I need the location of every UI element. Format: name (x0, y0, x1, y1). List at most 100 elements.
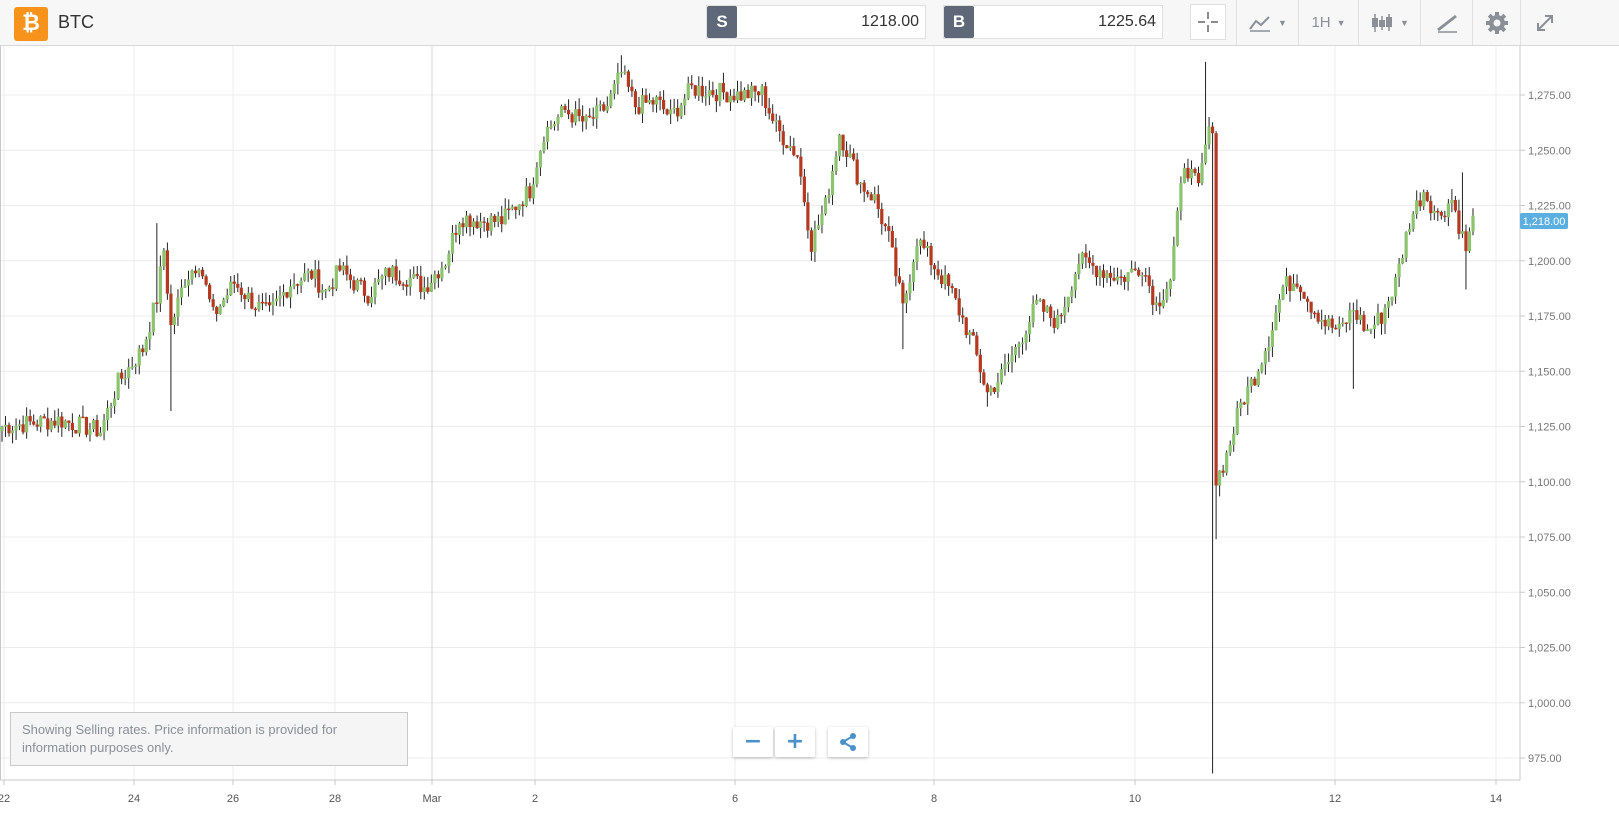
plus-icon: + (785, 729, 805, 754)
candle-body (619, 72, 623, 74)
candle-body (669, 109, 673, 115)
candle-body (1112, 277, 1116, 281)
candle-body (457, 223, 462, 235)
candle-body (844, 150, 849, 157)
candle-body (602, 104, 606, 111)
candle-body (862, 182, 866, 192)
candle-body (686, 83, 690, 99)
candle-body (49, 420, 53, 430)
candle-body (324, 289, 328, 292)
candle-body (577, 109, 581, 117)
candle-body (1439, 212, 1443, 216)
candle-body (1003, 364, 1007, 370)
expand-icon (1537, 14, 1553, 31)
candle-body (654, 96, 659, 105)
candle-body (394, 266, 398, 281)
candle-body (725, 92, 729, 103)
sell-rate-button[interactable]: S 1218.00 (706, 5, 926, 39)
candle-body (1006, 361, 1011, 365)
candle-body (1277, 299, 1282, 313)
candle-body (225, 295, 229, 300)
candle-body (158, 266, 162, 304)
share-button[interactable] (828, 727, 868, 757)
candle-body (475, 221, 479, 229)
candle-body (345, 265, 349, 275)
candle-body (1443, 215, 1447, 218)
candle-body (922, 239, 926, 248)
candle-body (1042, 299, 1046, 312)
candle-body (549, 126, 553, 128)
candle-body (183, 285, 187, 288)
candle-body (869, 194, 873, 201)
candle-body (1172, 245, 1176, 280)
candle-body (1256, 371, 1260, 386)
sell-rate-value: 1218.00 (861, 13, 919, 30)
rates-info-text: Showing Selling rates. Price information… (22, 722, 338, 755)
candle-body (359, 279, 363, 282)
candle-body (517, 204, 521, 211)
y-tick-label: 1,250.00 (1528, 145, 1571, 157)
candle-body (267, 302, 272, 306)
bitcoin-icon: ₿ (14, 7, 48, 41)
candle-body (1059, 314, 1063, 317)
expand-button[interactable] (1520, 0, 1569, 45)
candlestick-dropdown[interactable]: ▼ (1358, 0, 1420, 45)
chevron-down-icon: ▼ (1400, 17, 1409, 28)
candle-body (714, 94, 718, 102)
candle-body (1144, 275, 1148, 277)
candle-body (925, 245, 930, 248)
candle-body (883, 224, 887, 227)
candle-body (14, 425, 18, 431)
candle-body (56, 416, 60, 426)
candle-body (950, 286, 954, 289)
candle-body (468, 215, 472, 227)
price-chart[interactable]: 975.00 1,000.00 1,025.00 1,050.00 1,075.00 1,… (0, 46, 1619, 840)
candle-body (186, 279, 191, 286)
candle-body (1408, 228, 1412, 232)
candle-body (383, 268, 388, 276)
crosshair-button[interactable] (1190, 4, 1226, 40)
candle-body (566, 109, 571, 115)
candle-body (531, 184, 535, 199)
candle-body (996, 382, 1000, 392)
share-icon (840, 733, 856, 751)
timeframe-dropdown[interactable]: 1H ▼ (1298, 0, 1358, 45)
candle-body (42, 416, 46, 419)
candle-body (827, 195, 831, 198)
candle-body (1052, 317, 1056, 328)
candle-body (355, 279, 360, 291)
candle-body (176, 297, 180, 317)
candle-body (1415, 200, 1419, 215)
candle-body (1274, 312, 1278, 331)
draw-tool-button[interactable] (1420, 0, 1472, 45)
candle-body (1084, 252, 1088, 258)
candle-body (84, 416, 89, 435)
candle-body (1115, 276, 1120, 281)
candle-body (479, 221, 483, 229)
candle-body (1429, 200, 1433, 214)
candle-body (222, 299, 226, 307)
candle-body (1404, 231, 1408, 258)
candle-body (1341, 322, 1345, 325)
candle-body (1130, 268, 1134, 273)
settings-button[interactable] (1472, 0, 1520, 45)
buy-rate-button[interactable]: B 1225.64 (943, 5, 1163, 39)
candle-body (1013, 346, 1018, 356)
zoom-in-button[interactable]: + (775, 727, 815, 757)
candle-body (1249, 378, 1253, 387)
candle-body (10, 430, 15, 434)
candle-body (32, 421, 36, 425)
candle-body (53, 420, 57, 426)
candle-body (1165, 288, 1169, 300)
chart-type-dropdown[interactable]: ▼ (1236, 0, 1298, 45)
candle-body (1228, 445, 1232, 453)
candle-body (1267, 346, 1271, 351)
candle-body (626, 71, 631, 87)
candle-body (764, 86, 768, 109)
candle-body (1288, 276, 1292, 292)
candle-body (1214, 133, 1218, 486)
candle-body (932, 265, 937, 270)
y-tick-label: 1,075.00 (1528, 532, 1571, 544)
candle-body (1330, 318, 1334, 328)
zoom-out-button[interactable]: − (733, 727, 773, 757)
